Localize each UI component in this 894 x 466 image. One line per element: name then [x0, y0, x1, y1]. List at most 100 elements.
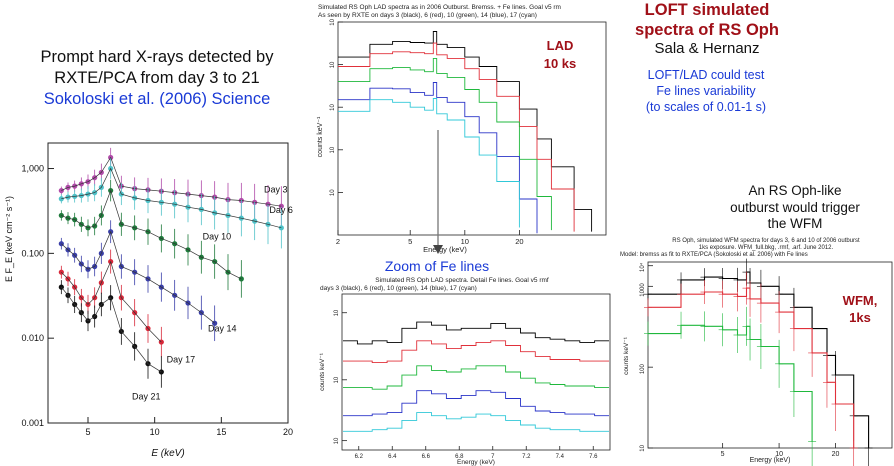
rxte-data-point	[278, 203, 284, 209]
lad-xtick-label: 5	[408, 237, 412, 246]
zoom-xtick-label: 6.6	[422, 454, 431, 460]
lad-label: LAD	[547, 38, 574, 53]
wfm-note-line-3: the WFM	[767, 216, 823, 231]
rxte-spectra-chart: E F_E (keV cm⁻² s⁻¹) E (keV) 0.001 0.010 0…	[4, 142, 293, 459]
lad-xlabel: Energy (keV)	[423, 245, 467, 254]
lad-title: Simulated RS Oph LAD spectra as in 2006 …	[318, 4, 561, 11]
loft-title-line-2: spectra of RS Oph	[635, 21, 779, 39]
rxte-xtick-label: 15	[216, 427, 226, 437]
zoom-title: Simulated RS Oph LAD spectra. Detail Fe …	[375, 277, 549, 284]
caption-line-2: RXTE/PCA from day 3 to 21	[54, 69, 260, 87]
lad-ylabel: counts keV⁻¹	[317, 116, 324, 157]
lad-subtitle: As seen by RXTE on days 3 (black), 6 (re…	[318, 12, 537, 19]
authors: Sala & Hernanz	[654, 40, 760, 57]
rxte-data-point	[158, 369, 164, 375]
zoom-xtick-label: 6.4	[388, 454, 397, 460]
rxte-xtick-label: 20	[283, 427, 293, 437]
lad-ytick-label: 10	[330, 61, 336, 68]
wfm-note-line-1: An RS Oph-like	[748, 183, 842, 198]
zoom-series-line	[343, 365, 609, 390]
wfm-note: An RS Oph-like outburst would trigger th…	[700, 183, 890, 233]
rxte-data-point	[278, 225, 284, 231]
lad-note: LOFT/LAD could test Fe lines variability…	[626, 67, 786, 115]
zoom-arrow-head	[433, 245, 443, 254]
wfm-ytick-label: 10⁴	[639, 262, 646, 272]
fe-lines-zoom-chart: Simulated RS Oph LAD spectra. Detail Fe …	[319, 277, 611, 466]
wfm-model-note: Model: bremss as fit to RXTE/PCA (Sokolo…	[620, 252, 808, 258]
wfm-exposure-label: 1ks	[849, 310, 871, 325]
wfm-xlabel: Energy (keV)	[750, 457, 791, 464]
zoom-xtick-label: 7.4	[556, 454, 565, 460]
zoom-series-line	[343, 321, 609, 345]
wfm-ylabel: counts keV⁻¹	[623, 336, 630, 375]
lad-series-line	[338, 31, 593, 232]
rxte-series-label: Day 21	[132, 391, 161, 401]
rxte-data-point	[238, 276, 244, 282]
zoom-series-line	[343, 340, 609, 364]
rxte-series-label: Day 10	[203, 232, 232, 242]
lad-series-line	[338, 98, 520, 228]
rxte-xtick-label: 10	[150, 427, 160, 437]
rxte-ylabel: E F_E (keV cm⁻² s⁻¹)	[4, 196, 14, 282]
rxte-xtick-label: 5	[85, 427, 90, 437]
rxte-series-label: Day 17	[167, 354, 196, 364]
wfm-xtick-label: 10	[775, 451, 783, 458]
zoom-ytick-label: 10	[334, 309, 340, 316]
lad-ytick-label: 10	[330, 146, 336, 153]
zoom-ytick-label: 10	[334, 437, 340, 444]
lad-exposure-label: 10 ks	[544, 56, 577, 71]
wfm-spectra-chart: RS Oph, simulated WFM spectra for days 3…	[620, 238, 893, 466]
zoom-xtick-label: 7.2	[522, 454, 531, 460]
rxte-series-label: Day 3	[264, 185, 288, 195]
wfm-model-line	[648, 324, 813, 442]
rxte-series-label: Day 6	[269, 205, 293, 215]
caption-line-1: Prompt hard X-rays detected by	[40, 48, 274, 66]
wfm-ytick-label: 100	[640, 364, 646, 375]
citation-link: Sokoloski et al. (2006) Science	[43, 90, 271, 108]
rxte-ytick-label: 1,000	[21, 164, 44, 174]
lad-xtick-label: 10	[461, 237, 469, 246]
lad-note-line-3: (to scales of 0.01-1 s)	[645, 100, 767, 114]
wfm-note-line-2: outburst would trigger	[730, 199, 860, 215]
lad-series-line	[338, 42, 575, 232]
wfm-ytick-label: 10	[640, 444, 646, 451]
lad-xtick-label: 20	[515, 237, 523, 246]
zoom-xlabel: Energy (keV)	[457, 459, 495, 466]
zoom-label: Zoom of Fe lines	[360, 258, 514, 274]
wfm-label: WFM,	[843, 293, 878, 308]
lad-note-line-1: LOFT/LAD could test	[647, 68, 765, 82]
rxte-model-line	[61, 286, 162, 373]
lad-xtick-label: 2	[336, 237, 340, 246]
left-caption: Prompt hard X-rays detected by RXTE/PCA …	[2, 47, 312, 110]
lad-note-line-2: Fe lines variability	[656, 84, 756, 98]
rxte-model-line	[61, 167, 282, 229]
zoom-series-line	[343, 412, 609, 432]
loft-title-line-1: LOFT simulated	[644, 1, 770, 19]
wfm-ytick-label: 1000	[640, 283, 646, 297]
zoom-xtick-label: 6.8	[455, 454, 464, 460]
zoom-xtick-label: 7.6	[589, 454, 598, 460]
wfm-xtick-label: 5	[721, 451, 725, 458]
rxte-ytick-label: 0.010	[21, 333, 44, 343]
rxte-model-line	[61, 189, 242, 280]
lad-series-line	[338, 57, 552, 231]
wfm-title: RS Oph, simulated WFM spectra for days 3…	[672, 238, 860, 244]
rxte-ytick-label: 0.001	[21, 418, 44, 428]
zoom-xtick-label: 7	[491, 454, 495, 460]
wfm-xtick-label: 20	[832, 451, 840, 458]
lad-spectra-chart: Simulated RS Oph LAD spectra as in 2006 …	[317, 4, 607, 254]
rxte-model-line	[61, 230, 215, 324]
wfm-model-line	[648, 287, 855, 448]
rxte-model-line	[61, 260, 162, 343]
lad-ytick-label: 10	[330, 104, 336, 111]
rxte-series-label: Day 14	[208, 323, 237, 333]
zoom-subtitle: days 3 (black), 6 (red), 10 (green), 14 …	[320, 285, 477, 292]
rxte-ytick-label: 0.100	[21, 248, 44, 258]
zoom-series-line	[343, 390, 609, 417]
zoom-ytick-label: 10	[334, 376, 340, 383]
rxte-xlabel: E (keV)	[151, 448, 184, 459]
wfm-subtitle: 1ks exposure. WFM_full.bkg, .rmf, .arf. …	[699, 245, 834, 251]
zoom-xtick-label: 6.2	[355, 454, 364, 460]
loft-title: LOFT simulated spectra of RS Oph	[622, 0, 792, 40]
lad-ytick-label: 10	[330, 189, 336, 196]
